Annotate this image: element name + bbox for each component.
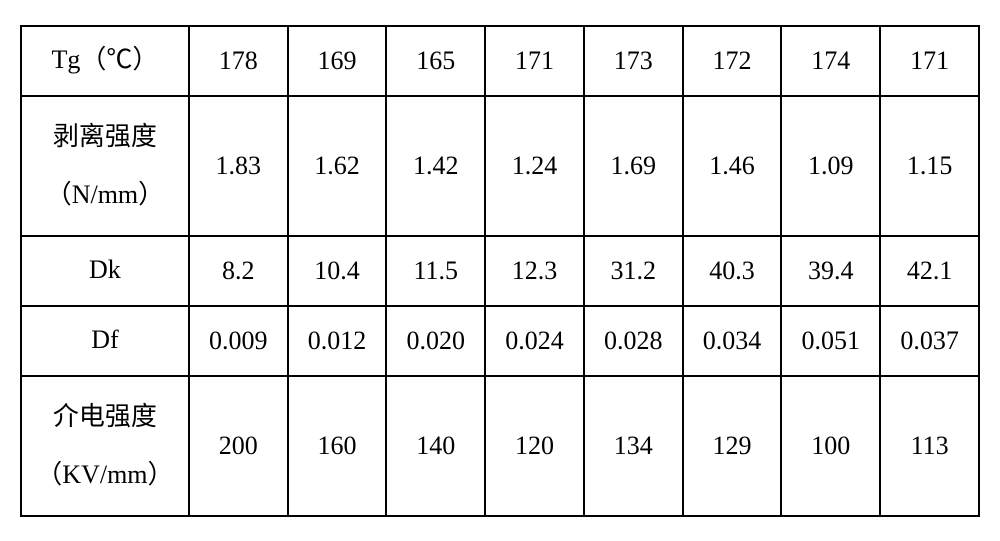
table-cell: 200: [189, 376, 288, 516]
table-cell: 0.034: [683, 306, 782, 376]
row-header-line: （KV/mm）: [26, 446, 184, 503]
row-header-line: （N/mm）: [26, 166, 184, 223]
table-cell: 0.037: [880, 306, 979, 376]
table-cell: 1.83: [189, 96, 288, 236]
table-row: Dk8.210.411.512.331.240.339.442.1: [21, 236, 979, 306]
table-cell: 0.051: [781, 306, 880, 376]
table-cell: 171: [485, 26, 584, 96]
table-cell: 10.4: [288, 236, 387, 306]
row-header: 剥离强度（N/mm）: [21, 96, 189, 236]
table-cell: 1.24: [485, 96, 584, 236]
table-cell: 171: [880, 26, 979, 96]
table-row: Tg（℃）178169165171173172174171: [21, 26, 979, 96]
table-cell: 134: [584, 376, 683, 516]
table-row: 介电强度（KV/mm）200160140120134129100113: [21, 376, 979, 516]
table-cell: 1.69: [584, 96, 683, 236]
table-row: Df0.0090.0120.0200.0240.0280.0340.0510.0…: [21, 306, 979, 376]
table-row: 剥离强度（N/mm）1.831.621.421.241.691.461.091.…: [21, 96, 979, 236]
table-cell: 173: [584, 26, 683, 96]
table-cell: 1.46: [683, 96, 782, 236]
table-cell: 0.020: [386, 306, 485, 376]
table-cell: 0.009: [189, 306, 288, 376]
table-cell: 8.2: [189, 236, 288, 306]
table-cell: 100: [781, 376, 880, 516]
table-cell: 113: [880, 376, 979, 516]
table-cell: 42.1: [880, 236, 979, 306]
row-header-line: 剥离强度: [26, 108, 184, 165]
table-cell: 0.028: [584, 306, 683, 376]
table-body: Tg（℃）178169165171173172174171剥离强度（N/mm）1…: [21, 26, 979, 516]
table-cell: 165: [386, 26, 485, 96]
row-header-line: 介电强度: [26, 388, 184, 445]
table-cell: 160: [288, 376, 387, 516]
table-cell: 174: [781, 26, 880, 96]
table-cell: 1.09: [781, 96, 880, 236]
table-cell: 0.012: [288, 306, 387, 376]
table-cell: 11.5: [386, 236, 485, 306]
data-table: Tg（℃）178169165171173172174171剥离强度（N/mm）1…: [20, 25, 980, 517]
table-cell: 1.62: [288, 96, 387, 236]
table-cell: 1.42: [386, 96, 485, 236]
row-header: Dk: [21, 236, 189, 306]
table-cell: 0.024: [485, 306, 584, 376]
data-table-container: Tg（℃）178169165171173172174171剥离强度（N/mm）1…: [20, 25, 980, 517]
table-cell: 169: [288, 26, 387, 96]
table-cell: 31.2: [584, 236, 683, 306]
table-cell: 40.3: [683, 236, 782, 306]
table-cell: 178: [189, 26, 288, 96]
table-cell: 120: [485, 376, 584, 516]
table-cell: 140: [386, 376, 485, 516]
row-header: 介电强度（KV/mm）: [21, 376, 189, 516]
table-cell: 39.4: [781, 236, 880, 306]
table-cell: 172: [683, 26, 782, 96]
row-header: Tg（℃）: [21, 26, 189, 96]
table-cell: 129: [683, 376, 782, 516]
table-cell: 1.15: [880, 96, 979, 236]
table-cell: 12.3: [485, 236, 584, 306]
row-header: Df: [21, 306, 189, 376]
